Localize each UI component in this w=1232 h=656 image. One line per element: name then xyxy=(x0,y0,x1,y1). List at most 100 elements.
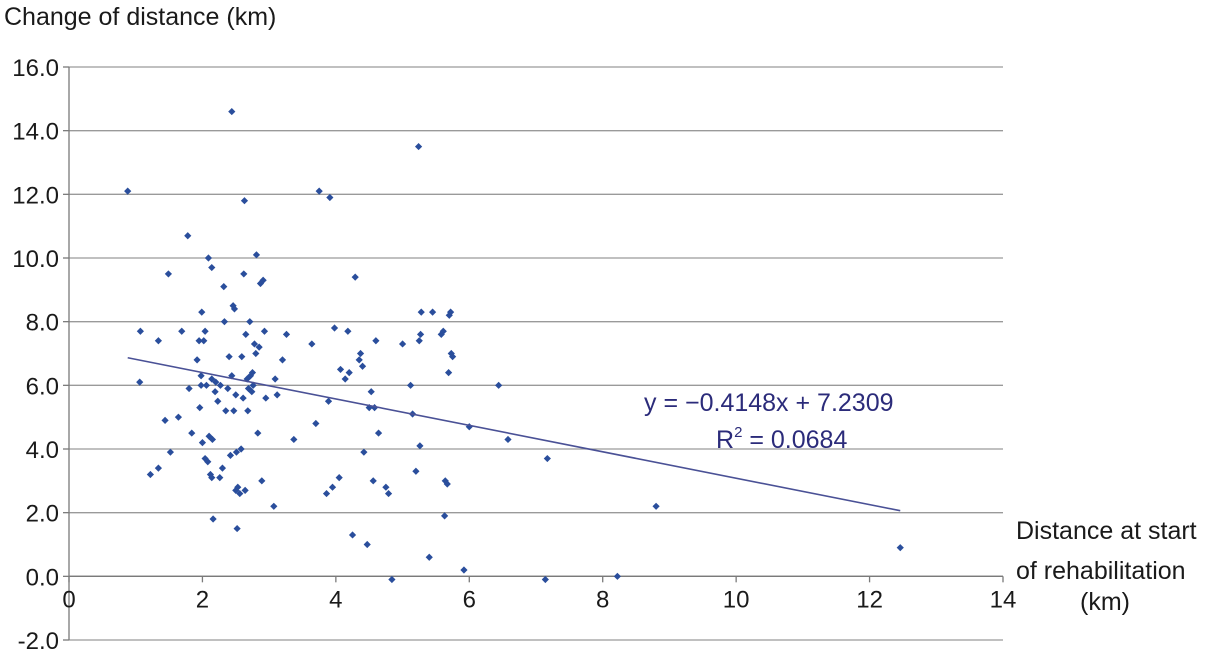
data-point xyxy=(164,270,173,278)
data-point xyxy=(278,356,287,364)
data-point xyxy=(443,480,451,488)
data-point xyxy=(374,429,383,437)
data-point xyxy=(254,429,262,437)
data-point xyxy=(248,369,257,377)
data-point xyxy=(241,486,249,494)
data-point xyxy=(146,470,154,479)
trendline-group xyxy=(127,356,901,512)
data-point xyxy=(345,369,353,377)
data-point xyxy=(195,337,203,345)
data-point xyxy=(348,531,357,539)
r-squared-prefix: R xyxy=(716,426,734,454)
data-point xyxy=(224,384,232,393)
data-point xyxy=(290,435,298,444)
data-point xyxy=(336,365,345,374)
data-point xyxy=(236,489,244,498)
data-point xyxy=(369,477,377,485)
data-point xyxy=(230,305,239,313)
data-point xyxy=(384,489,393,498)
y-tick-label: 8.0 xyxy=(26,310,59,337)
data-point xyxy=(202,381,211,389)
data-point xyxy=(351,273,359,281)
data-point xyxy=(208,263,216,272)
data-point xyxy=(416,330,425,338)
data-point xyxy=(214,397,222,405)
data-point xyxy=(166,448,175,456)
x-tick-label: 14 xyxy=(990,586,1017,613)
data-point xyxy=(271,375,279,383)
data-point xyxy=(896,544,904,552)
data-point xyxy=(344,327,352,335)
data-point xyxy=(382,483,390,491)
data-point xyxy=(185,384,193,393)
y-tick-label: 10.0 xyxy=(12,246,59,273)
data-point xyxy=(255,343,263,351)
y-tick-label: 6.0 xyxy=(26,373,59,400)
x-tick-label: 6 xyxy=(463,586,476,613)
data-point xyxy=(232,448,241,456)
data-point xyxy=(225,353,233,361)
data-point xyxy=(204,458,212,466)
data-point xyxy=(220,283,228,291)
data-point xyxy=(248,388,256,396)
r-squared-value: = 0.0684 xyxy=(742,426,847,454)
data-point xyxy=(460,566,468,574)
data-point xyxy=(425,553,433,561)
grid-lines xyxy=(69,66,1003,641)
x-tick-label: 12 xyxy=(856,586,883,613)
data-point xyxy=(341,375,349,383)
data-point xyxy=(184,232,192,240)
data-point xyxy=(543,454,551,463)
data-point xyxy=(212,378,220,386)
x-tick-label: 4 xyxy=(329,586,342,613)
data-point xyxy=(232,486,240,494)
data-point xyxy=(197,381,205,389)
data-point xyxy=(124,187,132,195)
r-squared-superscript: 2 xyxy=(734,424,742,441)
data-point xyxy=(188,429,196,437)
data-point xyxy=(208,435,217,444)
data-point xyxy=(204,254,213,262)
y-tick-label: 4.0 xyxy=(26,437,59,464)
data-point xyxy=(232,391,240,399)
data-point xyxy=(242,330,250,338)
r-squared-label: R2 = 0.0684 xyxy=(716,424,847,454)
data-point xyxy=(216,381,225,389)
data-point xyxy=(198,308,206,316)
data-point xyxy=(237,445,245,453)
data-point xyxy=(541,575,549,584)
data-point xyxy=(200,337,208,345)
data-point xyxy=(372,337,380,345)
data-point xyxy=(250,340,259,348)
data-point xyxy=(136,327,144,335)
x-tick-label: 10 xyxy=(723,586,750,613)
data-point xyxy=(358,362,367,370)
data-point xyxy=(504,435,512,444)
data-point xyxy=(252,251,261,259)
trendline xyxy=(127,356,901,512)
data-point xyxy=(330,324,339,332)
data-point xyxy=(196,404,204,412)
data-point xyxy=(244,407,252,415)
data-point xyxy=(414,142,423,151)
data-point xyxy=(335,474,343,482)
trendline-equation: y = −0.4148x + 7.2309 xyxy=(644,389,894,417)
x-tick-label: 0 xyxy=(62,586,75,613)
x-tick-label: 2 xyxy=(196,586,209,613)
data-point xyxy=(178,327,186,335)
data-point xyxy=(613,572,621,580)
data-point xyxy=(260,327,269,335)
data-point xyxy=(370,404,379,412)
data-point xyxy=(388,575,396,584)
data-point xyxy=(356,349,365,358)
data-point xyxy=(211,388,219,396)
data-point xyxy=(258,477,266,485)
data-point xyxy=(312,419,320,428)
data-point xyxy=(208,474,216,482)
data-point xyxy=(154,464,162,472)
y-tick-label: 16.0 xyxy=(12,55,59,82)
data-point xyxy=(328,483,337,491)
data-point xyxy=(363,540,371,549)
data-point xyxy=(198,439,207,447)
